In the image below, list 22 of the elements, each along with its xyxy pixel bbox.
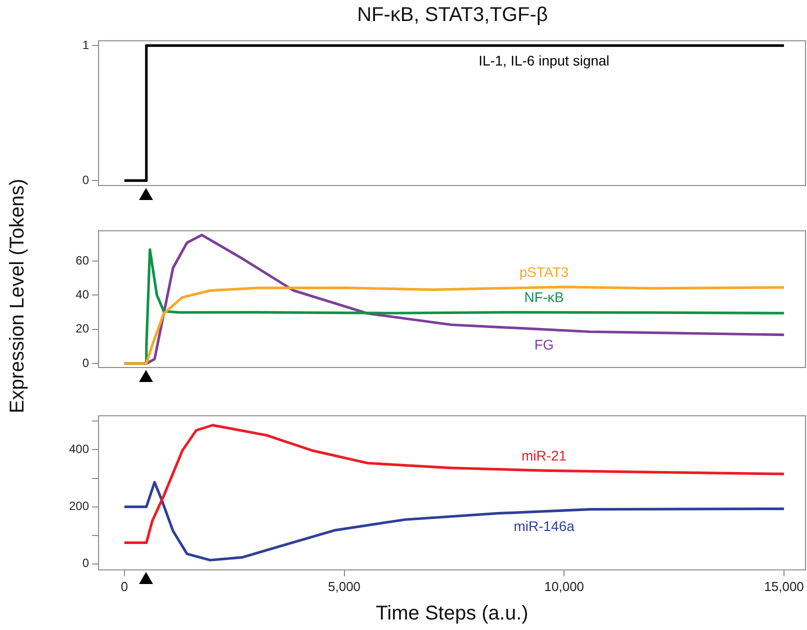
y-tick-label: 200 [68,499,90,514]
y-tick-label: 0 [82,556,90,570]
y-axis-title: Expression Level (Tokens) [6,178,30,414]
series-label: pSTAT3 [519,264,569,280]
y-tick-label: 0 [82,172,90,187]
series-label: FG [534,336,554,352]
x-tick-label: 15,000 [764,578,804,594]
y-tick-label: 1 [82,38,90,52]
y-tick-label: 60 [76,253,90,268]
x-axis-title: Time Steps (a.u.) [376,602,528,625]
chart-title: NF-κB, STAT3,TGF-β [356,4,549,27]
y-tick-label: 400 [68,442,90,456]
y-tick-label: 20 [76,322,90,336]
series-label: miR-146a [514,518,575,534]
x-tick-label: 0 [120,578,128,594]
series-label: miR-21 [521,447,567,464]
x-tick-label: 5,000 [328,578,361,594]
series-label: IL-1, IL-6 input signal [478,52,610,68]
series-label: NF-κB [524,289,564,306]
x-tick-label: 10,000 [544,578,584,594]
y-tick-label: 40 [76,287,90,302]
y-tick-label: 0 [82,356,90,370]
